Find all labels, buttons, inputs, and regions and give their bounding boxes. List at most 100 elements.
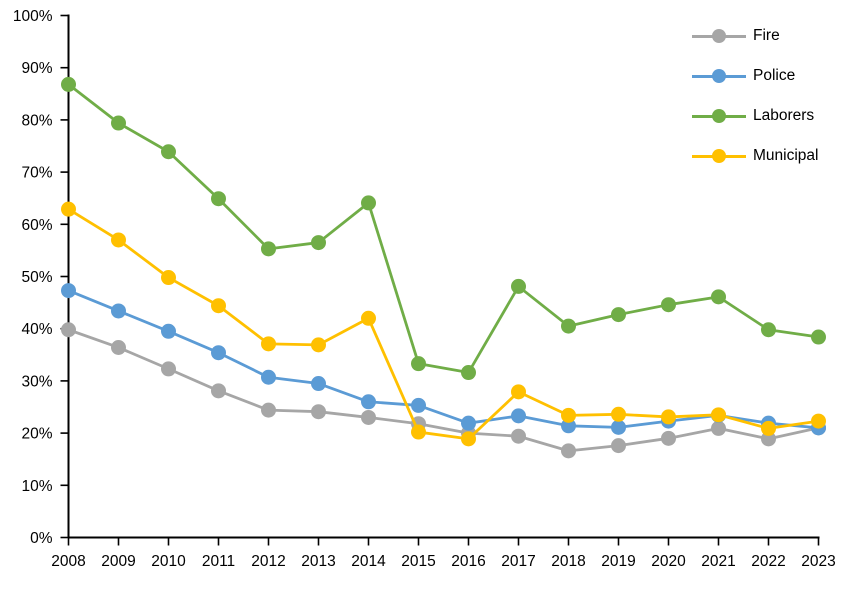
y-tick-label: 0% — [30, 530, 53, 547]
data-point-police-2010 — [161, 323, 176, 339]
data-point-fire-2011 — [211, 383, 226, 399]
data-point-municipal-2020 — [661, 409, 676, 425]
x-tick-label: 2019 — [601, 553, 635, 570]
data-point-laborers-2022 — [761, 322, 776, 338]
x-tick-label: 2013 — [301, 553, 335, 570]
data-point-police-2008 — [61, 283, 76, 299]
data-point-municipal-2008 — [61, 201, 76, 217]
data-point-municipal-2012 — [261, 336, 276, 352]
series-line-fire — [67, 328, 820, 453]
x-tick-label: 2014 — [351, 553, 386, 570]
data-point-fire-2010 — [161, 361, 176, 377]
y-tick-label: 60% — [21, 217, 52, 234]
legend-item-municipal: Municipal — [692, 136, 818, 176]
data-point-fire-2019 — [611, 438, 626, 454]
x-tick-label: 2008 — [51, 553, 85, 570]
data-point-fire-2014 — [361, 409, 376, 425]
y-tick-label: 90% — [21, 60, 52, 77]
data-point-municipal-2010 — [161, 270, 176, 286]
legend: Fire Police Laborers Municipal — [692, 16, 818, 176]
x-tick-label: 2017 — [501, 553, 535, 570]
data-point-fire-2022 — [761, 431, 776, 447]
series-police — [61, 283, 826, 436]
legend-label-police: Police — [753, 67, 796, 84]
laborers-series-marker-icon — [692, 108, 746, 124]
data-point-police-2017 — [511, 408, 526, 424]
x-tick-label: 2010 — [151, 553, 186, 570]
data-point-laborers-2015 — [411, 356, 426, 372]
data-point-municipal-2019 — [611, 406, 626, 422]
data-point-laborers-2010 — [161, 144, 176, 160]
data-point-fire-2021 — [711, 420, 726, 436]
x-tick-label: 2016 — [451, 553, 485, 570]
y-tick-label: 70% — [21, 165, 52, 182]
data-point-municipal-2021 — [711, 407, 726, 423]
y-tick-label: 100% — [13, 8, 53, 25]
x-tick-label: 2021 — [701, 553, 735, 570]
series-line-police — [67, 289, 820, 430]
data-point-police-2014 — [361, 394, 376, 410]
data-point-municipal-2009 — [111, 232, 126, 248]
series-line-laborers — [67, 83, 820, 374]
data-point-police-2019 — [611, 419, 626, 435]
data-point-fire-2012 — [261, 402, 276, 418]
data-point-police-2011 — [211, 345, 226, 361]
data-point-police-2016 — [461, 415, 476, 431]
data-point-laborers-2020 — [661, 297, 676, 313]
x-tick-label: 2023 — [801, 553, 835, 570]
x-tick-label: 2012 — [251, 553, 285, 570]
data-point-laborers-2019 — [611, 307, 626, 323]
series-municipal — [61, 201, 826, 447]
series-fire — [61, 322, 826, 459]
x-tick-label: 2022 — [751, 553, 785, 570]
data-point-municipal-2011 — [211, 298, 226, 314]
data-point-laborers-2016 — [461, 365, 476, 381]
fire-series-marker-icon — [692, 28, 746, 44]
y-tick-labels: 0% 10% 20% 30% 40% 50% 60% 70% 80% 90% 100% — [13, 8, 53, 547]
legend-item-fire: Fire — [692, 16, 818, 56]
data-point-laborers-2021 — [711, 289, 726, 305]
data-point-police-2015 — [411, 397, 426, 413]
police-series-marker-icon — [692, 68, 746, 84]
legend-item-police: Police — [692, 56, 818, 96]
legend-label-fire: Fire — [753, 27, 780, 44]
municipal-series-marker-icon — [692, 148, 746, 164]
data-point-laborers-2018 — [561, 318, 576, 334]
data-point-police-2012 — [261, 369, 276, 385]
legend-label-municipal: Municipal — [753, 147, 819, 164]
x-tick-labels: 2008 2009 2010 2011 2012 2013 2014 2015 2016 2017… — [51, 553, 835, 570]
data-point-laborers-2008 — [61, 76, 76, 92]
data-point-municipal-2016 — [461, 431, 476, 447]
data-point-laborers-2014 — [361, 195, 376, 211]
y-tick-label: 50% — [21, 269, 52, 286]
series-line-municipal — [67, 207, 820, 441]
x-tick-label: 2011 — [202, 553, 235, 570]
data-point-fire-2017 — [511, 428, 526, 444]
data-point-police-2009 — [111, 303, 126, 319]
data-point-municipal-2017 — [511, 384, 526, 400]
data-point-police-2013 — [311, 376, 326, 392]
data-point-municipal-2015 — [411, 424, 426, 440]
data-point-laborers-2023 — [811, 329, 826, 345]
data-point-fire-2013 — [311, 404, 326, 420]
x-tick-label: 2018 — [551, 553, 585, 570]
data-point-laborers-2017 — [511, 278, 526, 294]
legend-label-laborers: Laborers — [753, 107, 815, 124]
x-tick-label: 2015 — [401, 553, 435, 570]
x-tick-label: 2020 — [651, 553, 686, 570]
legend-item-laborers: Laborers — [692, 96, 818, 136]
x-tick-marks — [67, 537, 820, 546]
data-point-laborers-2011 — [211, 191, 226, 207]
x-tick-label: 2009 — [101, 553, 135, 570]
data-point-municipal-2014 — [361, 310, 376, 326]
data-point-laborers-2009 — [111, 115, 126, 131]
data-point-fire-2009 — [111, 339, 126, 355]
data-point-laborers-2013 — [311, 235, 326, 251]
y-tick-label: 30% — [21, 373, 52, 390]
data-point-municipal-2013 — [311, 337, 326, 353]
series-laborers — [61, 76, 826, 381]
data-point-municipal-2018 — [561, 407, 576, 423]
data-point-laborers-2012 — [261, 241, 276, 257]
